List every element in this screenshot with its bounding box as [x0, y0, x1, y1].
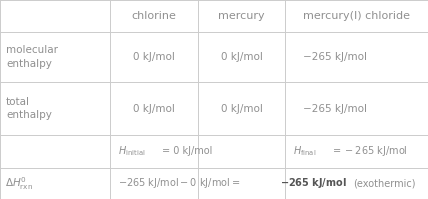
Text: $\mathbf{-265\ kJ/mol}$: $\mathbf{-265\ kJ/mol}$	[280, 177, 347, 190]
Text: mercury(I) chloride: mercury(I) chloride	[303, 11, 410, 21]
Text: $-265\ \mathrm{kJ/mol} - 0\ \mathrm{kJ/mol} = $: $-265\ \mathrm{kJ/mol} - 0\ \mathrm{kJ/m…	[118, 177, 240, 190]
Text: 0 kJ/mol: 0 kJ/mol	[133, 52, 175, 62]
Text: $H_\mathrm{initial}$: $H_\mathrm{initial}$	[118, 145, 146, 158]
Text: chlorine: chlorine	[131, 11, 176, 21]
Text: 0 kJ/mol: 0 kJ/mol	[220, 103, 262, 113]
Text: 0 kJ/mol: 0 kJ/mol	[220, 52, 262, 62]
Text: −265 kJ/mol: −265 kJ/mol	[303, 103, 367, 113]
Text: $= -265\ \mathrm{kJ/mol}$: $= -265\ \mathrm{kJ/mol}$	[331, 144, 408, 158]
Text: mercury: mercury	[218, 11, 265, 21]
Text: (exothermic): (exothermic)	[353, 179, 416, 188]
Text: 0 kJ/mol: 0 kJ/mol	[133, 103, 175, 113]
Text: molecular
enthalpy: molecular enthalpy	[6, 45, 58, 69]
Text: total
enthalpy: total enthalpy	[6, 97, 52, 120]
Text: −265 kJ/mol: −265 kJ/mol	[303, 52, 367, 62]
Text: $H_\mathrm{final}$: $H_\mathrm{final}$	[293, 145, 316, 158]
Text: = 0 kJ/mol: = 0 kJ/mol	[162, 146, 212, 156]
Text: $\Delta H^0_\mathrm{rxn}$: $\Delta H^0_\mathrm{rxn}$	[5, 175, 33, 192]
